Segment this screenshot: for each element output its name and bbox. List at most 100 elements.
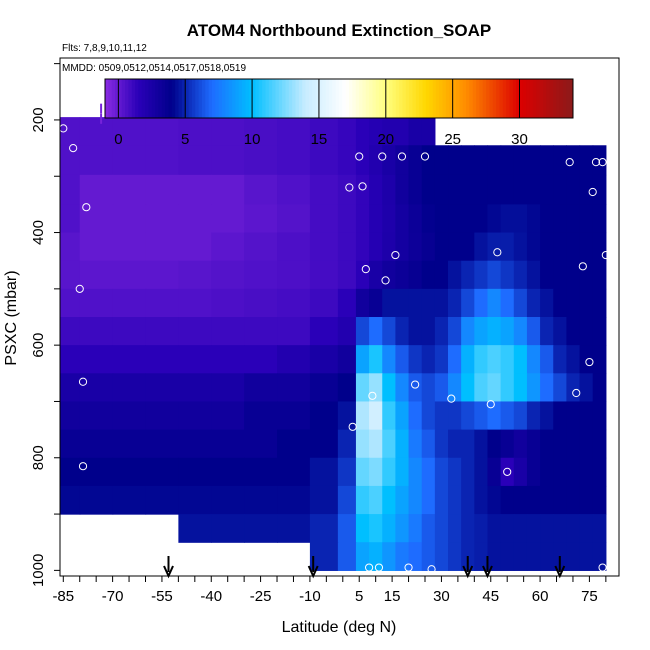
observation-point <box>364 563 374 572</box>
heatmap-cell <box>277 204 311 234</box>
observation-point <box>598 158 607 167</box>
heatmap-cell <box>337 373 357 403</box>
heatmap-cell <box>277 260 311 290</box>
heatmap-cell <box>277 373 311 403</box>
heatmap-cell <box>487 204 502 234</box>
heatmap-cell <box>408 542 423 571</box>
heatmap-cell <box>79 401 114 431</box>
colorbar-segment <box>258 79 263 118</box>
heatmap-cell <box>337 429 357 459</box>
heatmap-cell <box>592 373 607 403</box>
heatmap-cell <box>355 345 370 374</box>
heatmap-cell <box>355 232 370 262</box>
x-tick-label: 30 <box>433 588 450 605</box>
heatmap-cell <box>60 485 81 515</box>
heatmap-cell <box>421 401 436 431</box>
heatmap-cell <box>382 232 396 262</box>
heatmap-cell <box>211 401 245 431</box>
heatmap-cell <box>369 373 383 403</box>
heatmap-cell <box>448 485 462 515</box>
heatmap-cell <box>553 204 567 234</box>
heatmap-cell <box>145 288 179 318</box>
heatmap-cell <box>540 514 554 543</box>
observation-point <box>60 124 68 133</box>
heatmap-cell <box>369 145 383 176</box>
heatmap-cell <box>277 345 311 374</box>
heatmap-cell <box>369 429 383 459</box>
heatmap-cell <box>60 429 81 459</box>
heatmap-cell <box>337 514 357 543</box>
colorbar-segment <box>188 79 193 118</box>
heatmap-cell <box>421 514 436 543</box>
heatmap-cell <box>112 174 147 205</box>
heatmap-cell <box>337 145 357 176</box>
heatmap-cell <box>500 429 515 459</box>
heatmap-cell <box>355 514 370 543</box>
heatmap-cell <box>421 232 436 262</box>
colorbar-segment <box>191 79 196 118</box>
heatmap-cell <box>309 204 339 234</box>
heatmap-cell <box>369 117 383 146</box>
heatmap-cell <box>355 485 370 515</box>
observation-point <box>78 462 88 471</box>
colorbar-segment <box>526 79 531 118</box>
heatmap-cell <box>421 288 436 318</box>
colorbar-segment <box>456 79 460 118</box>
colorbar-segment <box>365 79 370 118</box>
heatmap-cell <box>540 260 554 290</box>
heatmap-cell <box>566 232 581 262</box>
colorbar-segment <box>519 79 524 118</box>
heatmap-cell <box>592 345 607 374</box>
heatmap-cell <box>395 232 410 262</box>
colorbar-segment <box>315 79 320 118</box>
colorbar-segment <box>506 79 510 118</box>
y-axis-label: PSXC (mbar) <box>3 270 20 365</box>
heatmap-cell <box>145 260 179 290</box>
observation-point <box>503 467 512 476</box>
heatmap-cell <box>513 260 528 290</box>
heatmap-cell <box>60 145 81 176</box>
arrow-head <box>482 565 493 579</box>
heatmap-cell <box>382 542 396 571</box>
heatmap-cell <box>487 345 502 374</box>
heatmap-cell <box>355 429 370 459</box>
heatmap-cell <box>500 373 515 403</box>
colorbar-segment <box>238 79 243 118</box>
colorbar-segment <box>439 79 444 118</box>
chart-title: ATOM4 Northbound Extinction_SOAP <box>187 21 491 40</box>
heatmap-cell <box>277 174 311 205</box>
observation-point <box>420 152 430 161</box>
colorbar-segment <box>111 79 116 118</box>
heatmap-cell <box>540 542 554 571</box>
heatmap-cell <box>434 145 449 176</box>
heatmap-cell <box>579 373 594 403</box>
colorbar-tick-label: 0 <box>114 131 122 148</box>
heatmap-cell <box>448 457 462 487</box>
colorbar-segment <box>235 79 240 118</box>
heatmap-cell <box>79 317 114 346</box>
colorbar-tick-label: 20 <box>377 131 394 148</box>
heatmap-cell <box>474 514 489 543</box>
heatmap-cell <box>337 260 357 290</box>
heatmap-cell <box>337 401 357 431</box>
colorbar-segment <box>419 79 424 118</box>
heatmap-cell <box>421 174 436 205</box>
heatmap-cell <box>60 345 81 374</box>
colorbar-segment <box>345 79 350 118</box>
heatmap-cell <box>553 174 567 205</box>
heatmap-cell <box>513 373 528 403</box>
colorbar-segment <box>399 79 404 118</box>
heatmap-cell <box>487 401 502 431</box>
heatmap-cell <box>540 174 554 205</box>
heatmap-cell <box>60 117 81 146</box>
colorbar-segment <box>335 79 340 118</box>
heatmap-cell <box>60 204 81 234</box>
heatmap-cell <box>408 514 423 543</box>
colorbar-segment <box>469 79 474 118</box>
heatmap-cell <box>434 429 449 459</box>
colorbar-segment <box>492 79 497 118</box>
heatmap-cell <box>79 260 114 290</box>
colorbar-segment <box>539 79 544 118</box>
heatmap-cell <box>309 457 339 487</box>
observation-point <box>404 563 413 572</box>
